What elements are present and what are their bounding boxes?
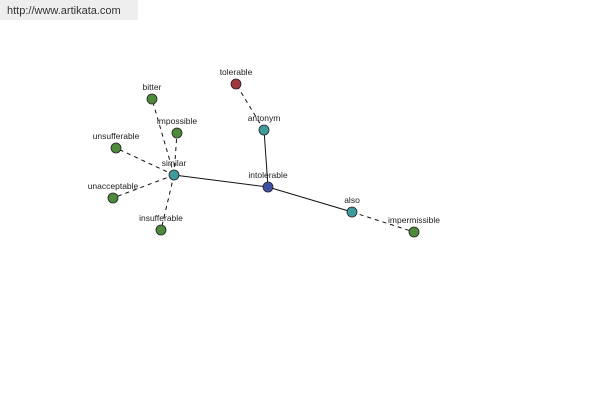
node-similar[interactable] bbox=[168, 169, 180, 181]
node-also[interactable] bbox=[346, 206, 358, 218]
edge-similar-unacceptable bbox=[112, 174, 175, 199]
node-label-unsufferable: unsufferable bbox=[93, 131, 140, 141]
node-label-impermissible: impermissible bbox=[388, 215, 440, 225]
node-impermissible[interactable] bbox=[408, 226, 420, 238]
edge-similar-unsufferable bbox=[115, 147, 175, 176]
edge-similar-bitter bbox=[151, 98, 175, 176]
edge-antonym-tolerable bbox=[235, 83, 265, 131]
node-unsufferable[interactable] bbox=[110, 142, 122, 154]
node-label-impossible: impossible bbox=[157, 116, 197, 126]
edge-also-impermissible bbox=[351, 211, 415, 233]
node-bitter[interactable] bbox=[146, 93, 158, 105]
edge-similar-impossible bbox=[173, 132, 178, 176]
node-antonym[interactable] bbox=[258, 124, 270, 136]
node-insufferable[interactable] bbox=[155, 224, 167, 236]
node-label-bitter: bitter bbox=[143, 82, 162, 92]
node-impossible[interactable] bbox=[171, 127, 183, 139]
edge-intolerable-antonym bbox=[263, 129, 269, 188]
node-label-also: also bbox=[344, 195, 360, 205]
node-intolerable[interactable] bbox=[262, 181, 274, 193]
node-unacceptable[interactable] bbox=[107, 192, 119, 204]
watermark-link[interactable]: http://www.artikata.com bbox=[0, 0, 138, 20]
node-tolerable[interactable] bbox=[230, 78, 242, 90]
node-label-unacceptable: unacceptable bbox=[88, 181, 139, 191]
edge-intolerable-similar bbox=[173, 174, 269, 188]
edge-intolerable-also bbox=[267, 186, 353, 213]
node-label-similar: similar bbox=[162, 158, 187, 168]
node-label-insufferable: insufferable bbox=[139, 213, 183, 223]
node-label-intolerable: intolerable bbox=[248, 170, 287, 180]
node-label-tolerable: tolerable bbox=[220, 67, 253, 77]
node-label-antonym: antonym bbox=[248, 113, 281, 123]
edge-similar-insufferable bbox=[160, 174, 175, 231]
